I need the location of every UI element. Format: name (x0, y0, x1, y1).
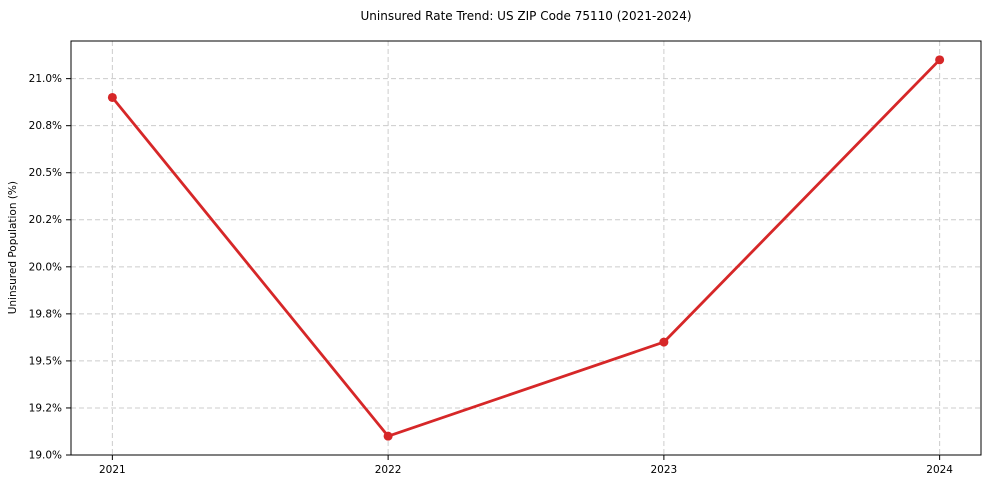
y-tick-label: 19.2% (29, 402, 62, 414)
y-tick-label: 19.8% (29, 308, 62, 320)
axes-spines (70, 40, 982, 456)
trend-line (110, 58, 942, 438)
y-tick-label: 20.5% (29, 167, 62, 179)
data-point (107, 92, 117, 102)
y-tick-label: 20.2% (29, 214, 62, 226)
x-tick-label: 2023 (651, 464, 678, 476)
data-point (383, 431, 393, 441)
y-tick-label: 19.5% (29, 355, 62, 367)
chart-title: Uninsured Rate Trend: US ZIP Code 75110 … (360, 9, 692, 23)
y-tick-label: 19.0% (29, 449, 62, 461)
y-tick-label: 20.0% (29, 261, 62, 273)
y-tick-label: 21.0% (29, 73, 62, 85)
y-tick-label: 20.8% (29, 120, 62, 132)
x-tick-label: 2021 (99, 464, 126, 476)
x-tick-label: 2022 (375, 464, 402, 476)
x-tick-label: 2024 (926, 464, 953, 476)
data-point (659, 337, 669, 347)
data-point (935, 55, 945, 65)
